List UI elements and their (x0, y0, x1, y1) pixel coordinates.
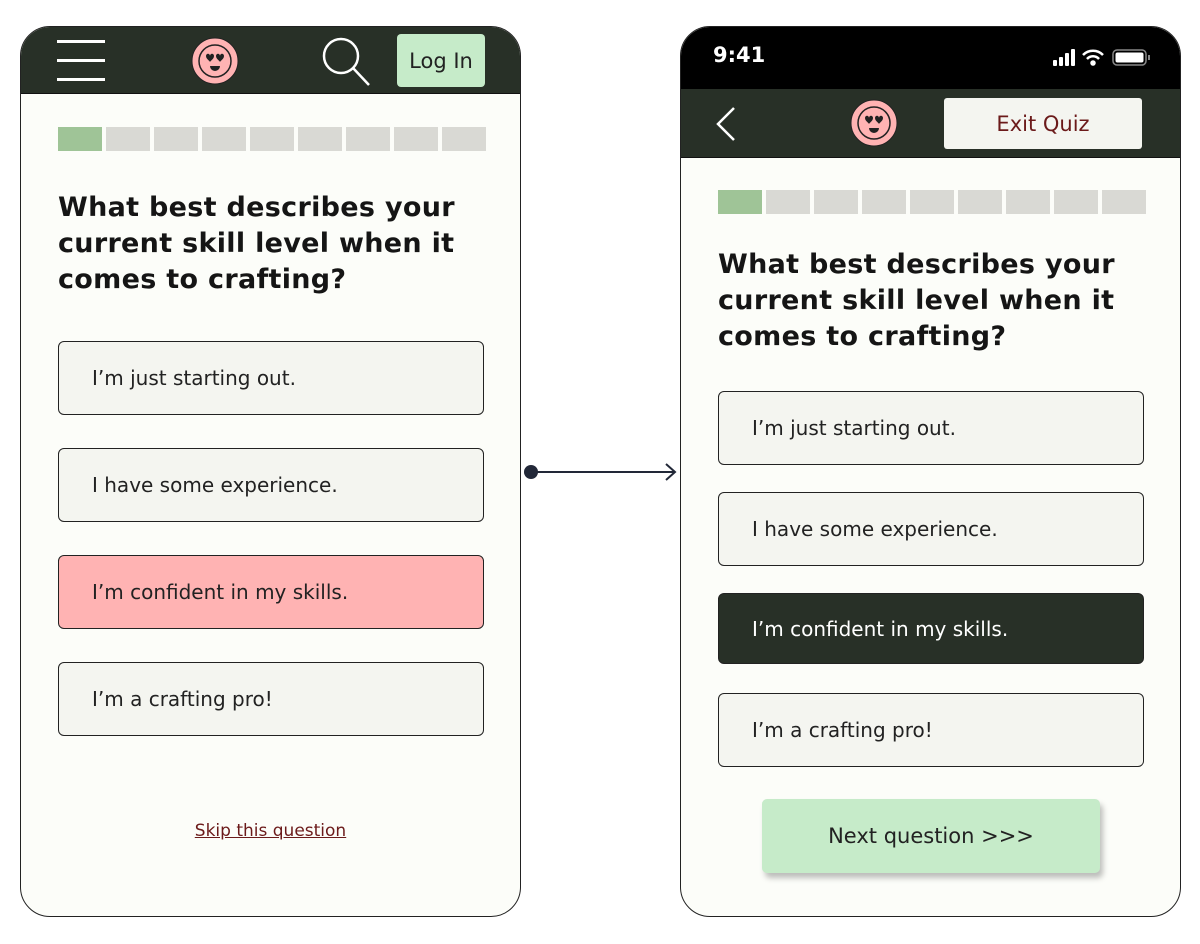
hamburger-menu-icon[interactable] (57, 40, 105, 82)
login-button[interactable]: Log In (397, 34, 485, 87)
progress-segment (958, 190, 1002, 214)
progress-segment (346, 127, 390, 151)
signal-icon (1053, 49, 1075, 66)
progress-bar (58, 127, 486, 151)
answer-option[interactable]: I have some experience. (58, 448, 484, 522)
quiz-nav: Exit Quiz (681, 89, 1180, 158)
status-icons (1053, 49, 1150, 66)
back-chevron-icon[interactable] (713, 105, 739, 143)
progress-segment (766, 190, 810, 214)
progress-segment (1006, 190, 1050, 214)
progress-segment (1054, 190, 1098, 214)
search-icon[interactable] (319, 35, 373, 87)
progress-segment (442, 127, 486, 151)
answer-option[interactable]: I have some experience. (718, 492, 1144, 566)
progress-segment (298, 127, 342, 151)
progress-segment (154, 127, 198, 151)
question-title: What best describes your current skill l… (58, 192, 455, 295)
question-title: What best describes your current skill l… (718, 249, 1115, 352)
progress-segment (862, 190, 906, 214)
progress-segment (394, 127, 438, 151)
progress-bar (718, 190, 1146, 214)
logo-heart-eyes-icon[interactable] (191, 37, 239, 85)
status-bar: 9:41 (681, 27, 1180, 89)
flow-connector (523, 463, 679, 481)
top-nav: Log In (21, 27, 520, 94)
answer-option-selected[interactable]: I’m confident in my skills. (718, 593, 1144, 664)
answer-option[interactable]: I’m just starting out. (718, 391, 1144, 465)
wifi-icon (1082, 49, 1104, 66)
status-time: 9:41 (713, 43, 766, 67)
exit-quiz-button[interactable]: Exit Quiz (944, 98, 1142, 149)
next-question-button[interactable]: Next question >>> (762, 799, 1100, 873)
progress-segment (910, 190, 954, 214)
answer-option[interactable]: I’m a crafting pro! (58, 662, 484, 736)
answer-option[interactable]: I’m just starting out. (58, 341, 484, 415)
phone-left-screen: Log In What best describes your current … (20, 26, 521, 917)
logo-heart-eyes-icon[interactable] (850, 99, 898, 147)
progress-segment (814, 190, 858, 214)
progress-segment (250, 127, 294, 151)
progress-segment (58, 127, 102, 151)
answer-option-selected[interactable]: I’m confident in my skills. (58, 555, 484, 629)
battery-icon (1112, 49, 1150, 66)
progress-segment (1102, 190, 1146, 214)
progress-segment (718, 190, 762, 214)
phone-right-screen: 9:41 Exit Quiz What best describes your … (680, 26, 1181, 917)
answer-option[interactable]: I’m a crafting pro! (718, 693, 1144, 767)
progress-segment (202, 127, 246, 151)
skip-question-link[interactable]: Skip this question (194, 821, 347, 841)
progress-segment (106, 127, 150, 151)
